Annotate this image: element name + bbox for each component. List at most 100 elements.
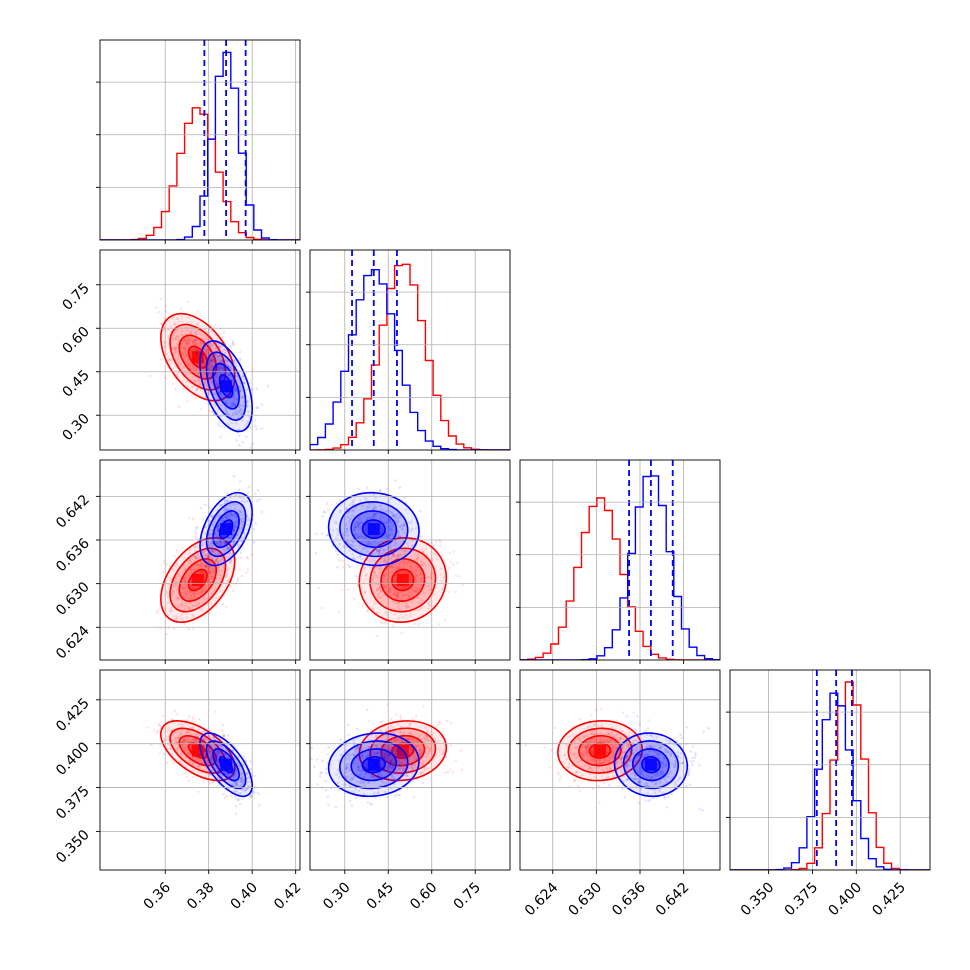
- scatter-point: [221, 367, 225, 371]
- scatter-point: [219, 745, 223, 748]
- scatter-point: [209, 336, 213, 339]
- scatter-point: [412, 756, 416, 760]
- scatter-point: [183, 622, 186, 626]
- scatter-point: [192, 339, 196, 342]
- scatter-point: [395, 568, 398, 571]
- scatter-point: [169, 609, 172, 613]
- scatter-point: [210, 745, 213, 749]
- scatter-point: [177, 354, 180, 358]
- scatter-point: [600, 762, 604, 765]
- scatter-point: [207, 362, 211, 366]
- scatter-point: [411, 767, 414, 770]
- scatter-point: [635, 729, 638, 732]
- scatter-point: [390, 758, 394, 761]
- scatter-point: [232, 360, 236, 363]
- scatter-point: [236, 577, 240, 580]
- scatter-point: [200, 362, 204, 366]
- scatter-point: [173, 331, 176, 335]
- scatter-point: [234, 797, 238, 800]
- scatter-point: [209, 544, 213, 548]
- scatter-point: [379, 568, 383, 571]
- scatter-point: [223, 564, 227, 567]
- scatter-point: [195, 352, 198, 355]
- scatter-point: [585, 752, 589, 756]
- scatter-point: [202, 597, 206, 601]
- scatter-point: [368, 560, 372, 564]
- scatter-point: [226, 772, 229, 775]
- scatter-point: [626, 778, 630, 781]
- x-tick-label: 0.36: [141, 879, 174, 912]
- scatter-point: [223, 348, 227, 351]
- scatter-point: [411, 717, 414, 720]
- scatter-point: [440, 567, 443, 570]
- density-peak-series-1: [220, 523, 233, 536]
- scatter-point: [345, 765, 349, 768]
- scatter-point: [391, 553, 395, 556]
- scatter-point: [200, 561, 203, 565]
- scatter-point: [347, 520, 351, 523]
- scatter-point: [189, 597, 193, 600]
- scatter-point: [180, 603, 184, 606]
- scatter-point: [226, 359, 229, 363]
- scatter-point: [223, 542, 226, 545]
- scatter-point: [383, 756, 387, 759]
- scatter-point: [343, 533, 346, 537]
- scatter-point: [227, 365, 230, 368]
- scatter-point: [428, 604, 432, 607]
- scatter-point: [377, 593, 381, 596]
- scatter-point: [336, 566, 339, 569]
- scatter-point: [202, 746, 206, 749]
- scatter-point: [221, 336, 224, 339]
- scatter-point: [212, 520, 216, 523]
- scatter-point: [201, 760, 205, 764]
- scatter-point: [207, 571, 210, 574]
- scatter-point: [346, 723, 350, 726]
- scatter-point: [396, 553, 400, 557]
- scatter-point: [388, 520, 392, 524]
- scatter-point: [381, 751, 384, 755]
- scatter-point: [184, 591, 188, 594]
- scatter-point: [379, 586, 382, 590]
- scatter-point: [606, 732, 609, 735]
- scatter-point: [194, 758, 198, 762]
- scatter-point: [368, 552, 372, 556]
- scatter-point: [373, 513, 377, 516]
- scatter-point: [190, 385, 193, 388]
- scatter-point: [389, 766, 392, 769]
- scatter-point: [201, 372, 204, 376]
- scatter-point: [187, 597, 190, 601]
- scatter-point: [256, 489, 260, 492]
- scatter-point: [327, 508, 330, 512]
- scatter-point: [185, 329, 189, 332]
- scatter-point: [245, 788, 248, 791]
- scatter-point: [216, 358, 219, 362]
- scatter-point: [214, 737, 218, 740]
- scatter-point: [189, 330, 192, 334]
- scatter-point: [592, 731, 595, 734]
- scatter-point: [353, 557, 357, 561]
- scatter-point: [356, 765, 360, 769]
- scatter-point: [395, 520, 398, 523]
- scatter-point: [452, 563, 456, 566]
- scatter-point: [208, 745, 212, 748]
- y-tick-label: 0.642: [53, 492, 93, 532]
- scatter-point: [385, 703, 389, 706]
- scatter-point: [181, 334, 184, 337]
- scatter-point: [224, 369, 228, 372]
- scatter-point: [423, 561, 427, 565]
- scatter-point: [371, 606, 374, 610]
- scatter-point: [619, 729, 623, 733]
- scatter-point: [188, 733, 192, 736]
- panel-content: [146, 709, 261, 815]
- scatter-point: [398, 793, 402, 797]
- scatter-point: [191, 756, 194, 760]
- scatter-point: [379, 765, 382, 768]
- scatter-point: [192, 627, 195, 631]
- scatter-point: [216, 384, 220, 387]
- scatter-point: [392, 515, 396, 518]
- scatter-point: [411, 751, 415, 754]
- scatter-point: [181, 586, 185, 590]
- scatter-point: [209, 357, 212, 361]
- scatter-point: [639, 756, 642, 760]
- scatter-point: [357, 757, 360, 761]
